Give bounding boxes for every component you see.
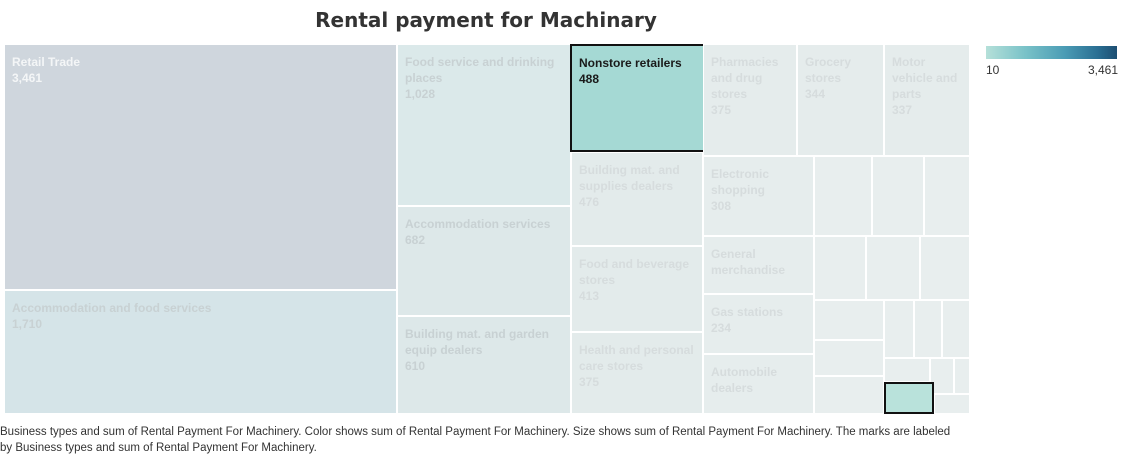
treemap-cell-small[interactable] [814, 236, 866, 300]
treemap-cell-label: Building mat. and garden equip dealers 61… [405, 326, 566, 374]
treemap-cell[interactable]: Gas stations 234 [703, 294, 814, 354]
treemap-cell-small[interactable] [884, 358, 930, 382]
treemap-cell[interactable]: General merchandise [703, 236, 814, 294]
treemap-cell-label: Grocery stores 344 [805, 54, 879, 102]
treemap-cell-small[interactable] [934, 394, 970, 414]
treemap-cell-label: Electronic shopping 308 [711, 166, 809, 214]
treemap-cell-small[interactable] [814, 300, 884, 340]
cell-name: Automobile dealers [711, 365, 777, 395]
treemap-cell-small[interactable] [924, 156, 970, 236]
treemap-cell[interactable]: Building mat. and supplies dealers 476 [571, 152, 703, 246]
chart-title: Rental payment for Machinary [315, 8, 657, 32]
legend-gradient-bar [986, 46, 1117, 59]
treemap-cell-label: Food service and drinking places 1,028 [405, 54, 566, 102]
treemap-cell[interactable]: Accommodation services 682 [397, 206, 571, 316]
cell-value: 234 [711, 321, 732, 335]
treemap-cell-small[interactable] [814, 340, 884, 376]
cell-value: 476 [579, 195, 600, 209]
treemap-cell[interactable]: Building mat. and garden equip dealers 61… [397, 316, 571, 414]
cell-name: Gas stations [711, 305, 784, 319]
treemap-cell-small[interactable] [920, 236, 970, 300]
legend-min-label: 10 [986, 63, 1000, 77]
treemap-cell[interactable]: Accommodation and food services 1,710 [4, 290, 397, 414]
treemap-cell-label: Gas stations 234 [711, 304, 809, 336]
treemap-cell[interactable]: Nonstore retailers 488 [570, 44, 706, 152]
cell-value: 682 [405, 233, 426, 247]
cell-value: 337 [892, 103, 913, 117]
treemap-cell[interactable]: Motor vehicle and parts 337 [884, 44, 970, 156]
treemap-cell-small[interactable] [914, 300, 942, 358]
treemap-cell-small[interactable] [872, 156, 924, 236]
treemap-cell-label: Accommodation and food services 1,710 [12, 300, 392, 332]
cell-value: 375 [579, 375, 600, 389]
cell-value: 1,028 [405, 87, 436, 101]
treemap-cell-label: Automobile dealers [711, 364, 809, 396]
cell-value: 1,710 [12, 317, 43, 331]
treemap: Retail Trade 3,461 Accommodation and food … [4, 44, 970, 414]
treemap-cell-small[interactable] [930, 358, 954, 394]
cell-name: Building mat. and supplies dealers [579, 163, 680, 193]
cell-name: Accommodation and food services [12, 301, 212, 315]
cell-name: Health and personal care stores [579, 343, 694, 373]
treemap-cell-small[interactable] [884, 300, 914, 358]
treemap-cell-label: Retail Trade 3,461 [12, 54, 392, 86]
cell-value: 413 [579, 289, 600, 303]
treemap-cell-label: Nonstore retailers 488 [579, 55, 700, 87]
color-legend: 10 3,461 [986, 46, 1118, 79]
treemap-cell-small[interactable] [814, 376, 884, 414]
treemap-cell[interactable]: Food and beverage stores 413 [571, 246, 703, 332]
cell-name: Pharmacies and drug stores [711, 55, 779, 101]
treemap-cell[interactable]: Automobile dealers [703, 354, 814, 414]
cell-value: 610 [405, 359, 426, 373]
legend-max-label: 3,461 [1087, 63, 1118, 77]
cell-value: 3,461 [12, 71, 43, 85]
cell-name: Grocery stores [805, 55, 852, 85]
treemap-cell-label: Building mat. and supplies dealers 476 [579, 162, 698, 210]
treemap-cell-small[interactable] [954, 358, 970, 394]
cell-name: Building mat. and garden equip dealers [405, 327, 550, 357]
treemap-cell-label: General merchandise [711, 246, 809, 278]
treemap-cell[interactable]: Retail Trade 3,461 [4, 44, 397, 290]
cell-name: Retail Trade [12, 55, 81, 69]
treemap-cell[interactable]: Grocery stores 344 [797, 44, 884, 156]
treemap-cell-label: Pharmacies and drug stores 375 [711, 54, 792, 118]
cell-value: 375 [711, 103, 732, 117]
treemap-cell[interactable]: Pharmacies and drug stores 375 [703, 44, 797, 156]
cell-name: General merchandise [711, 247, 786, 277]
treemap-cell-small[interactable] [814, 156, 872, 236]
treemap-cell-label: Health and personal care stores 375 [579, 342, 698, 390]
cell-value: 488 [579, 72, 600, 86]
cell-name: Food and beverage stores [579, 257, 690, 287]
treemap-cell-label: Accommodation services 682 [405, 216, 566, 248]
treemap-cell-small[interactable] [866, 236, 920, 300]
cell-name: Motor vehicle and parts [892, 55, 958, 101]
chart-caption: Business types and sum of Rental Payment… [0, 426, 951, 454]
cell-name: Food service and drinking places [405, 55, 555, 85]
treemap-cell[interactable]: Electronic shopping 308 [703, 156, 814, 236]
cell-name: Accommodation services [405, 217, 551, 231]
treemap-cell[interactable]: Health and personal care stores 375 [571, 332, 703, 414]
treemap-cell-small[interactable] [942, 300, 970, 358]
cell-value: 344 [805, 87, 826, 101]
treemap-cell-label: Motor vehicle and parts 337 [892, 54, 965, 118]
treemap-cell[interactable]: Food service and drinking places 1,028 [397, 44, 571, 206]
treemap-cell-small[interactable] [884, 382, 934, 414]
cell-name: Electronic shopping [711, 167, 770, 197]
cell-name: Nonstore retailers [579, 56, 682, 70]
cell-value: 308 [711, 199, 732, 213]
treemap-cell-label: Food and beverage stores 413 [579, 256, 698, 304]
